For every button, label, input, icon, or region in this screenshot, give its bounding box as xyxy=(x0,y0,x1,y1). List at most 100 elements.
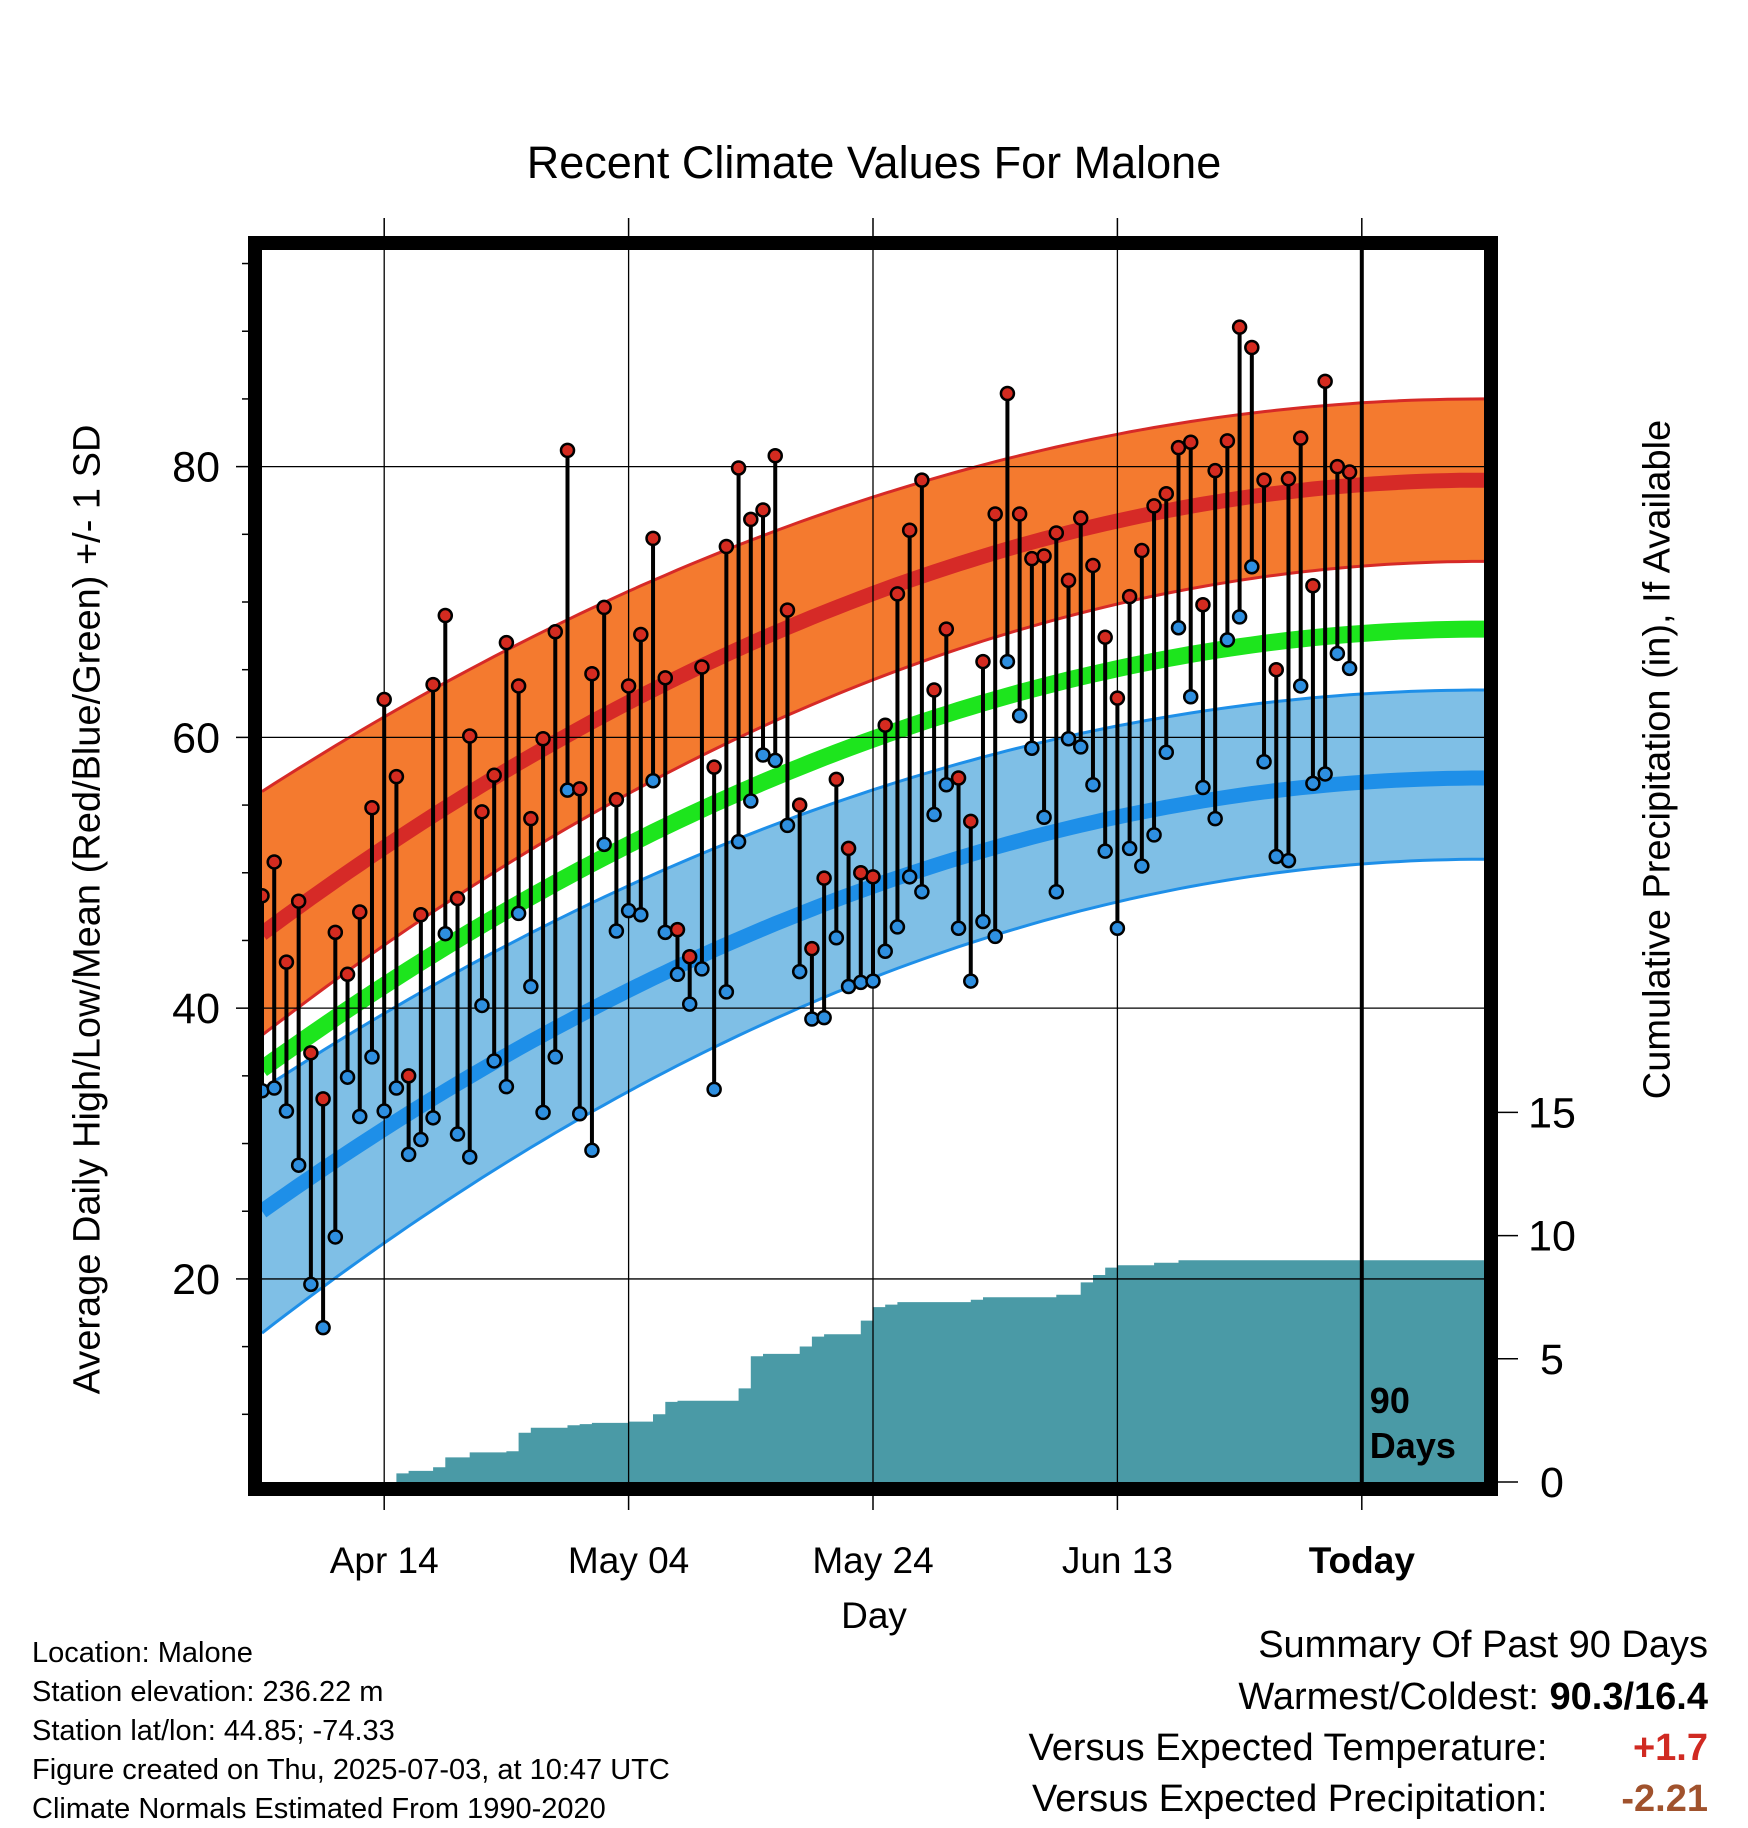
daily-high-point xyxy=(498,634,515,651)
daily-low-point xyxy=(816,1009,832,1026)
daily-high-point xyxy=(1097,629,1113,645)
x-tick-label: May 04 xyxy=(568,1540,689,1581)
daily-low-point xyxy=(1158,744,1175,761)
daily-low-point xyxy=(1219,632,1236,648)
daily-low-point xyxy=(999,653,1016,670)
daily-high-point xyxy=(596,599,612,616)
daily-low-point xyxy=(828,930,845,946)
daily-low-point xyxy=(388,1080,405,1096)
daily-high-point xyxy=(743,511,759,528)
daily-high-point xyxy=(767,448,783,464)
x-tick-label: Today xyxy=(1309,1540,1416,1581)
daily-high-point xyxy=(584,666,600,682)
daily-low-point xyxy=(877,943,893,960)
daily-high-point xyxy=(779,602,796,618)
daily-low-point xyxy=(461,1149,478,1165)
precip-tick-label: 10 xyxy=(1528,1213,1576,1261)
daily-low-point xyxy=(278,1103,295,1119)
daily-low-point xyxy=(266,1080,282,1096)
today-marker-label-2: Days xyxy=(1370,1425,1456,1466)
daily-high-point xyxy=(547,624,564,640)
daily-high-point xyxy=(950,770,967,786)
daily-high-point xyxy=(1195,596,1211,613)
daily-high-point xyxy=(1024,550,1040,567)
daily-high-point xyxy=(755,502,771,518)
daily-low-point xyxy=(767,752,783,769)
daily-low-point xyxy=(1085,777,1101,793)
y-tick-label: 80 xyxy=(172,444,220,492)
daily-high-point xyxy=(1036,548,1052,564)
daily-high-point xyxy=(938,621,955,637)
daily-high-point xyxy=(718,538,735,555)
elevation-label: Station elevation: 236.22 m xyxy=(32,1676,384,1708)
daily-high-point xyxy=(388,768,405,785)
daily-low-point xyxy=(1011,707,1028,724)
daily-high-point xyxy=(657,670,674,686)
precip-tick-label: 0 xyxy=(1540,1459,1564,1507)
daily-low-point xyxy=(975,913,991,930)
daily-high-point xyxy=(315,1091,331,1107)
daily-low-point xyxy=(694,961,710,977)
daily-high-point xyxy=(1072,510,1089,526)
daily-high-point xyxy=(620,678,637,694)
daily-high-point xyxy=(1341,464,1358,480)
warm-cold-label: Warmest/Coldest: xyxy=(1238,1676,1539,1718)
daily-low-point xyxy=(486,1053,502,1069)
daily-low-point xyxy=(1036,809,1052,826)
daily-low-point xyxy=(1341,660,1358,677)
daily-low-point xyxy=(1280,852,1297,869)
daily-high-point xyxy=(694,659,710,675)
daily-high-point xyxy=(681,948,698,965)
daily-low-point xyxy=(535,1104,551,1121)
daily-low-point xyxy=(1292,678,1309,694)
daily-low-point xyxy=(1134,858,1150,874)
daily-low-point xyxy=(1305,775,1321,792)
observations xyxy=(254,319,1358,1336)
precip-tick-label: 5 xyxy=(1540,1336,1564,1384)
daily-low-point xyxy=(474,997,490,1014)
daily-high-point xyxy=(865,869,881,885)
daily-high-point xyxy=(1219,433,1236,449)
daily-high-point xyxy=(1011,506,1028,522)
daily-high-point xyxy=(1048,525,1065,541)
daily-low-point xyxy=(963,973,979,989)
daily-low-point xyxy=(510,905,527,922)
daily-low-point xyxy=(547,1049,564,1065)
daily-low-point xyxy=(669,966,686,983)
daily-high-point xyxy=(1292,430,1309,446)
daily-high-point xyxy=(400,1068,417,1084)
daily-low-point xyxy=(1072,739,1089,755)
daily-high-point xyxy=(828,771,845,788)
daily-high-point xyxy=(926,682,942,698)
daily-high-point xyxy=(461,728,478,744)
daily-high-point xyxy=(975,653,991,670)
daily-high-point xyxy=(290,893,307,909)
daily-high-point xyxy=(791,797,808,813)
daily-low-point xyxy=(791,963,808,980)
daily-high-point xyxy=(633,626,649,643)
daily-low-point xyxy=(559,782,576,798)
daily-low-point xyxy=(437,925,454,942)
daily-low-point xyxy=(290,1157,307,1173)
daily-low-point xyxy=(1121,840,1138,857)
y-tick-label: 40 xyxy=(172,985,220,1033)
daily-high-point xyxy=(999,385,1016,402)
daily-high-point xyxy=(1146,498,1162,514)
daily-high-point xyxy=(669,921,686,938)
daily-low-point xyxy=(596,836,612,853)
normals-label: Climate Normals Estimated From 1990-2020 xyxy=(32,1793,606,1825)
daily-high-point xyxy=(840,840,857,857)
daily-high-point xyxy=(1329,458,1346,475)
daily-low-point xyxy=(1195,779,1211,796)
axes: 20 40 60 80 Apr 14 May 04 May 24 Jun 13 Today 0 5 1… xyxy=(172,218,1576,1581)
daily-low-point xyxy=(914,883,930,900)
daily-low-point xyxy=(303,1276,319,1293)
daily-low-point xyxy=(376,1103,392,1119)
y-tick-label: 20 xyxy=(172,1256,220,1304)
today-marker-label-1: 90 xyxy=(1370,1380,1410,1421)
daily-low-point xyxy=(1024,740,1040,756)
daily-high-point xyxy=(1244,339,1260,356)
daily-high-point xyxy=(914,472,930,488)
daily-high-point xyxy=(1317,373,1333,390)
daily-low-point xyxy=(608,923,625,939)
